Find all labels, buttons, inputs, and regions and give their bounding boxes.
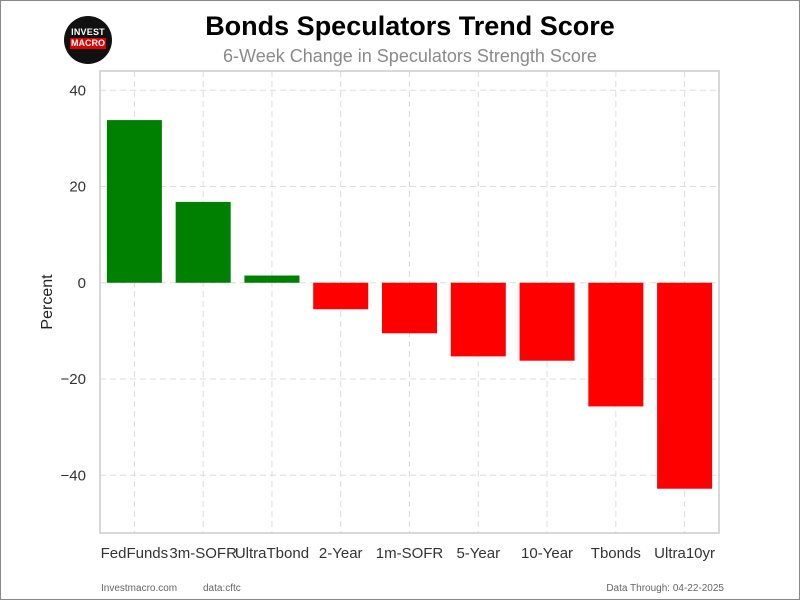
bar	[175, 201, 231, 283]
y-tick-label: 20	[69, 179, 86, 196]
logo-text-macro: MACRO	[70, 38, 106, 49]
x-tick-label: 10-Year	[521, 545, 573, 562]
x-tick-label: 3m-SOFR	[169, 545, 237, 562]
bar	[381, 282, 438, 334]
x-tick-label: UltraTbond	[235, 545, 309, 562]
bar	[657, 282, 713, 489]
bar	[244, 275, 300, 283]
bar	[519, 282, 575, 361]
x-tick-label: Tbonds	[591, 545, 641, 562]
footer-source: data:cftc	[203, 583, 241, 594]
footer-site: Investmacro.com	[101, 583, 178, 594]
x-tick-label: 2-Year	[319, 545, 363, 562]
investmacro-logo: INVEST MACRO	[64, 16, 112, 64]
x-tick-label: Ultra10yr	[654, 545, 715, 562]
x-tick-label: 5-Year	[456, 545, 500, 562]
y-tick-label: −20	[61, 371, 86, 388]
y-tick-label: 0	[78, 275, 86, 292]
chart-title: Bonds Speculators Trend Score	[205, 11, 615, 41]
y-axis-label: Percent	[39, 274, 56, 330]
bar	[106, 120, 162, 283]
y-tick-label: 40	[69, 82, 86, 99]
footer-data-through: Data Through: 04-22-2025	[606, 583, 724, 594]
bar	[313, 282, 369, 310]
y-tick-label: −40	[61, 467, 86, 484]
bar	[450, 282, 506, 357]
bar	[588, 282, 644, 407]
x-tick-label: FedFunds	[101, 545, 169, 562]
x-tick-label: 1m-SOFR	[376, 545, 444, 562]
plot-frame	[99, 70, 720, 534]
chart-subtitle: 6-Week Change in Speculators Strength Sc…	[223, 46, 597, 66]
logo-text-invest: INVEST	[71, 27, 105, 37]
